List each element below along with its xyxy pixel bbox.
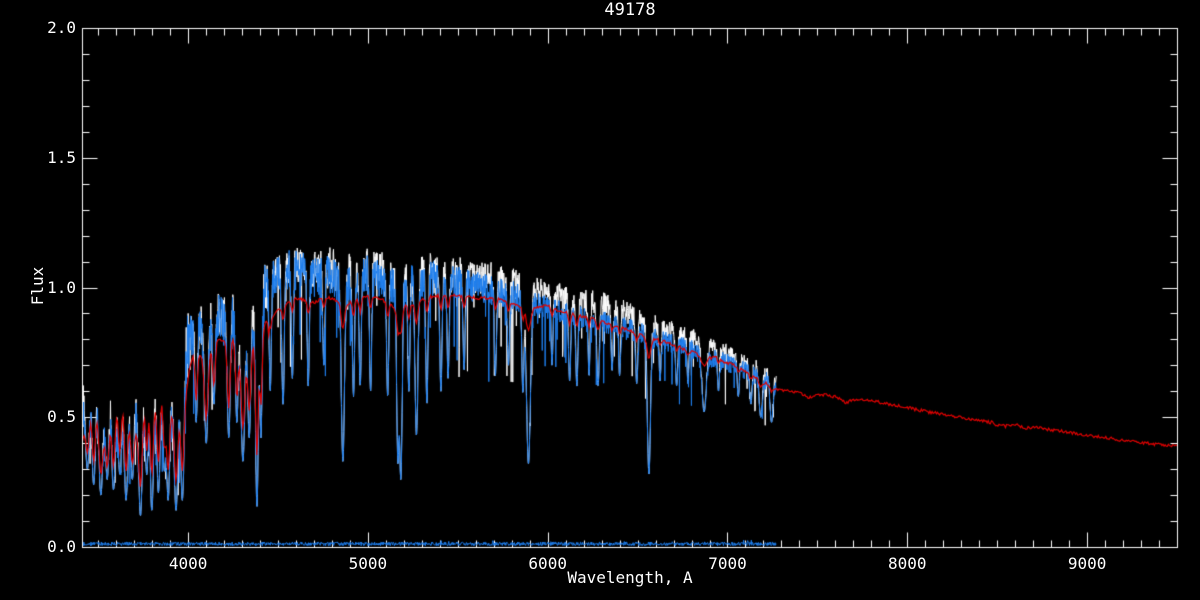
y-tick-label: 0.0 — [47, 537, 76, 556]
x-tick-label: 9000 — [1067, 554, 1107, 573]
x-tick-label: 8000 — [888, 554, 927, 573]
x-tick-label: 4000 — [168, 554, 208, 573]
x-tick-label: 7000 — [708, 554, 747, 573]
y-tick-label: 0.5 — [47, 407, 76, 427]
y-tick-label: 1.5 — [47, 147, 76, 167]
plot-title: 49178 — [604, 0, 656, 20]
x-tick-label: 6000 — [528, 554, 567, 573]
x-tick-label: 5000 — [348, 554, 388, 573]
x-axis-label: Wavelength, A — [567, 568, 693, 587]
y-tick-label: 2.0 — [47, 18, 76, 37]
y-tick-label: 1.0 — [47, 277, 76, 297]
